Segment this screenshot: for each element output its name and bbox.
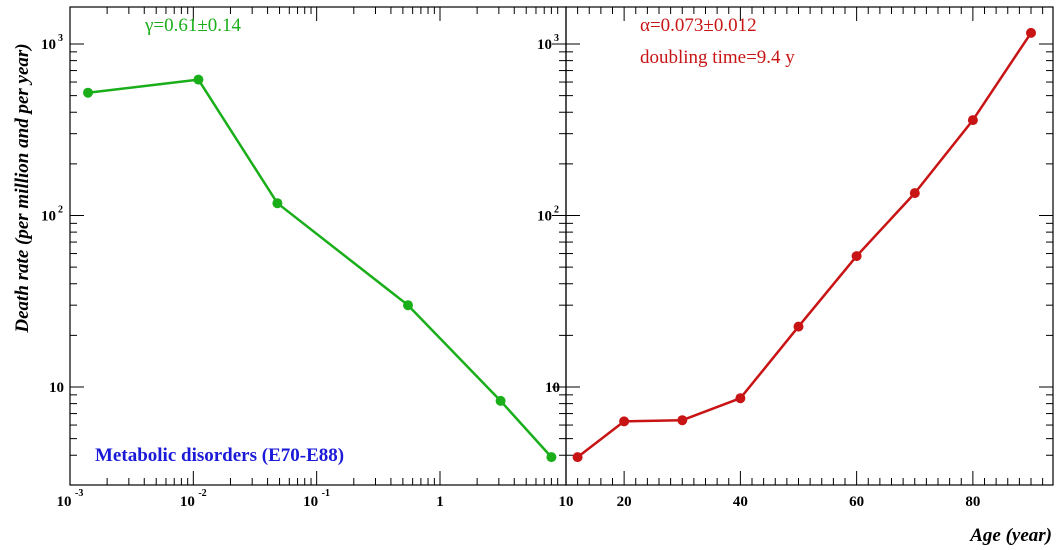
data-point — [967, 115, 978, 126]
y-tick-label-base: 10 — [537, 37, 552, 53]
axis-ticks — [69, 7, 1053, 485]
x-tick-label: 40 — [733, 494, 748, 510]
data-point — [677, 415, 688, 426]
x-axis-title: Age (year) — [969, 525, 1052, 546]
x-tick-label-base: 1 — [436, 494, 444, 510]
data-point — [619, 416, 630, 427]
y-tick-label-base: 10 — [545, 380, 560, 396]
x-tick-label-base: 10 — [180, 494, 195, 510]
y-tick-label: 10 — [545, 380, 560, 396]
x-tick-label-base: 10 — [57, 494, 72, 510]
x-tick-label: 20 — [617, 494, 632, 510]
data-point — [495, 395, 506, 406]
right-series-line — [576, 32, 1033, 459]
x-tick-label: 10 — [559, 494, 574, 510]
y-tick-label-exponent: 3 — [554, 33, 559, 44]
y-tick-label-exponent: 2 — [58, 205, 63, 216]
data-point — [83, 87, 93, 98]
left-series-line — [87, 78, 553, 458]
data-point — [272, 198, 283, 209]
data-point — [546, 452, 557, 463]
gamma-annotation: γ=0.61±0.14 — [144, 15, 242, 36]
data-point — [572, 452, 583, 463]
x-tick-label: 10 -1 — [303, 488, 330, 510]
data-point — [793, 321, 804, 332]
x-tick-label-exponent: -3 — [75, 488, 83, 499]
data-point — [1026, 27, 1036, 38]
x-tick-label: 10-3 — [57, 488, 84, 510]
y-tick-label-exponent: 2 — [554, 205, 559, 216]
y-tick-label-base: 10 — [41, 209, 56, 225]
data-point — [193, 74, 204, 85]
x-tick-label-exponent: -2 — [198, 488, 206, 499]
left-plot-frame — [69, 6, 567, 486]
y-tick-label: 10 2 — [41, 205, 63, 225]
x-tick-label: 10-2 — [180, 488, 207, 510]
doubling-time-annotation: doubling time=9.4 y — [640, 47, 795, 68]
plot-frames — [69, 6, 1054, 486]
x-tick-label: 80 — [965, 494, 980, 510]
y-tick-label-base: 10 — [49, 380, 64, 396]
y-axis-title: Death rate (per million and per year) — [12, 43, 33, 333]
right-plot-frame — [565, 6, 1054, 486]
x-tick-label-base: 10 — [303, 494, 318, 510]
data-point — [851, 251, 862, 262]
y-tick-label: 10 3 — [41, 33, 63, 53]
alpha-annotation: α=0.073±0.012 — [640, 15, 757, 36]
disease-category-label: Metabolic disorders (E70-E88) — [95, 445, 344, 466]
x-tick-label: 60 — [849, 494, 864, 510]
y-tick-label-base: 10 — [41, 37, 56, 53]
data-point — [909, 188, 920, 199]
data-point — [403, 300, 413, 311]
y-tick-label: 10 2 — [537, 205, 559, 225]
y-tick-label: 10 — [49, 380, 64, 396]
x-tick-label-exponent: -1 — [322, 488, 330, 499]
y-tick-label: 10 3 — [537, 33, 559, 53]
data-point — [735, 393, 746, 404]
y-tick-label-base: 10 — [537, 209, 552, 225]
data-series — [83, 27, 1036, 463]
y-tick-label-exponent: 3 — [58, 33, 63, 44]
x-tick-label: 1 — [436, 494, 444, 510]
